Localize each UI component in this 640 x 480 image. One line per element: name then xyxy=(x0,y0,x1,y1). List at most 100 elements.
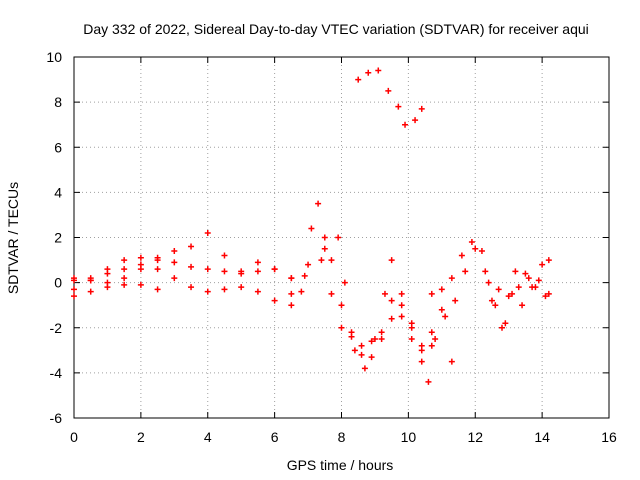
data-point xyxy=(121,281,128,288)
data-point xyxy=(254,259,261,266)
data-point xyxy=(361,365,368,372)
y-axis-label: SDTVAR / TECUs xyxy=(5,182,21,294)
data-point xyxy=(71,293,77,300)
data-point xyxy=(505,293,512,300)
data-point xyxy=(448,275,455,282)
data-point xyxy=(188,263,195,270)
data-point xyxy=(468,239,475,246)
data-point xyxy=(398,302,405,309)
x-tick-label: 14 xyxy=(534,429,550,445)
data-point xyxy=(221,286,228,293)
series-track-1 xyxy=(71,257,305,295)
series-track-5 xyxy=(288,200,432,385)
data-point xyxy=(171,259,178,266)
data-point xyxy=(388,297,395,304)
data-point xyxy=(395,103,402,110)
data-point xyxy=(418,105,425,112)
y-tick-label: 10 xyxy=(46,49,62,65)
data-point xyxy=(478,248,485,255)
data-point xyxy=(301,272,308,279)
data-point xyxy=(519,302,526,309)
data-point xyxy=(221,252,228,259)
x-tick-label: 12 xyxy=(467,429,483,445)
data-point xyxy=(204,266,211,273)
data-point xyxy=(171,275,178,282)
data-point xyxy=(545,290,552,297)
data-point xyxy=(375,67,382,74)
data-point xyxy=(315,200,322,207)
data-point xyxy=(515,284,522,291)
data-point xyxy=(154,286,161,293)
data-point xyxy=(87,277,94,284)
data-point xyxy=(154,266,161,273)
data-point xyxy=(545,257,552,264)
data-point xyxy=(355,76,362,83)
data-point xyxy=(452,297,459,304)
data-point xyxy=(188,243,195,250)
data-point xyxy=(171,248,178,255)
data-point xyxy=(351,347,358,354)
data-point xyxy=(448,358,455,365)
x-tick-label: 2 xyxy=(137,429,145,445)
data-point xyxy=(512,268,519,275)
data-points xyxy=(71,67,552,385)
data-point xyxy=(288,275,295,282)
data-point xyxy=(488,297,495,304)
data-point xyxy=(341,279,348,286)
data-point xyxy=(539,261,546,268)
data-point xyxy=(438,286,445,293)
data-point xyxy=(298,288,305,295)
data-point xyxy=(308,225,315,232)
data-point xyxy=(499,324,505,331)
data-point xyxy=(408,324,415,331)
data-point xyxy=(328,257,335,264)
y-tick-label: 0 xyxy=(54,275,62,291)
data-point xyxy=(458,252,465,259)
data-point xyxy=(87,288,94,295)
data-point xyxy=(338,324,345,331)
data-point xyxy=(432,336,439,343)
series-track-11 xyxy=(485,275,552,300)
series-track-7 xyxy=(321,234,435,372)
data-point xyxy=(288,290,295,297)
chart-title: Day 332 of 2022, Sidereal Day-to-day VTE… xyxy=(83,21,589,37)
data-point xyxy=(412,117,419,124)
data-point xyxy=(321,234,328,241)
data-point xyxy=(402,121,409,128)
data-point xyxy=(525,275,532,282)
series-track-3 xyxy=(71,275,161,293)
data-point xyxy=(378,336,385,343)
data-point xyxy=(348,333,355,340)
data-point xyxy=(154,254,161,261)
data-point xyxy=(121,275,128,282)
series-track-10 xyxy=(432,245,549,343)
data-point xyxy=(71,286,77,293)
data-point xyxy=(509,290,516,297)
data-point xyxy=(254,288,261,295)
data-point xyxy=(398,313,405,320)
data-point xyxy=(137,254,144,261)
data-point xyxy=(418,358,425,365)
x-tick-label: 10 xyxy=(401,429,417,445)
data-point xyxy=(408,336,415,343)
series-track-4 xyxy=(71,254,295,309)
data-point xyxy=(121,266,128,273)
data-point xyxy=(462,268,469,275)
data-point xyxy=(338,302,345,309)
data-point xyxy=(71,275,77,282)
data-point xyxy=(365,69,372,76)
data-point xyxy=(542,293,549,300)
series-track-6 xyxy=(305,257,455,365)
data-point xyxy=(358,351,365,358)
data-point xyxy=(104,266,111,273)
y-tick-label: -4 xyxy=(50,365,63,381)
data-point xyxy=(204,229,211,236)
data-point xyxy=(288,302,295,309)
axis-ticks: 0 2 4 6 8 10 12 14 16 -6 -4 -2 0 2 4 6 8 10 xyxy=(46,49,617,445)
data-point xyxy=(188,284,195,291)
data-point xyxy=(137,281,144,288)
data-point xyxy=(418,342,425,349)
data-point xyxy=(485,279,492,286)
data-point xyxy=(318,257,325,264)
data-point xyxy=(305,261,312,268)
